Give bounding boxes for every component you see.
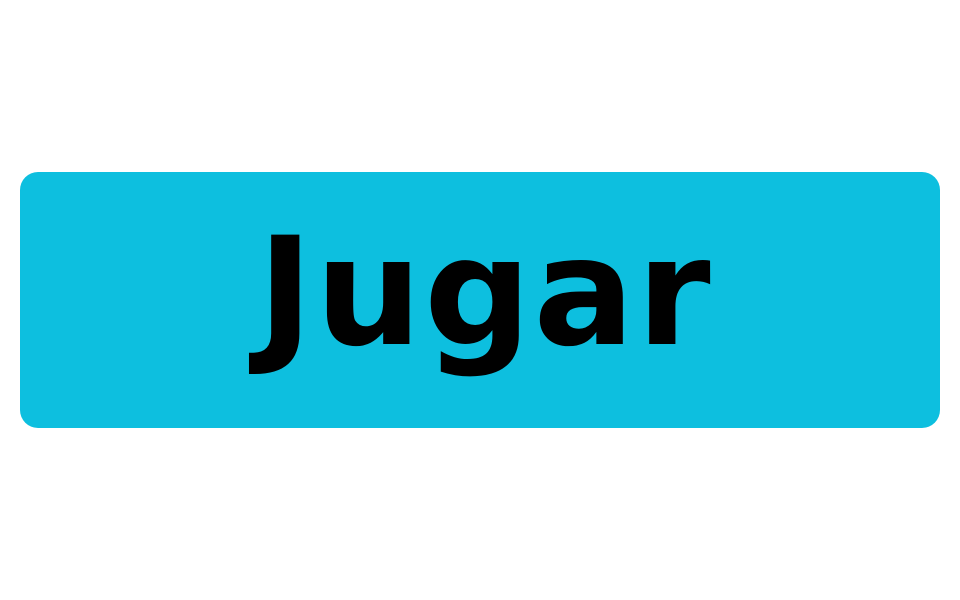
play-button-label: Jugar	[257, 206, 713, 380]
play-button[interactable]: Jugar	[20, 172, 940, 428]
